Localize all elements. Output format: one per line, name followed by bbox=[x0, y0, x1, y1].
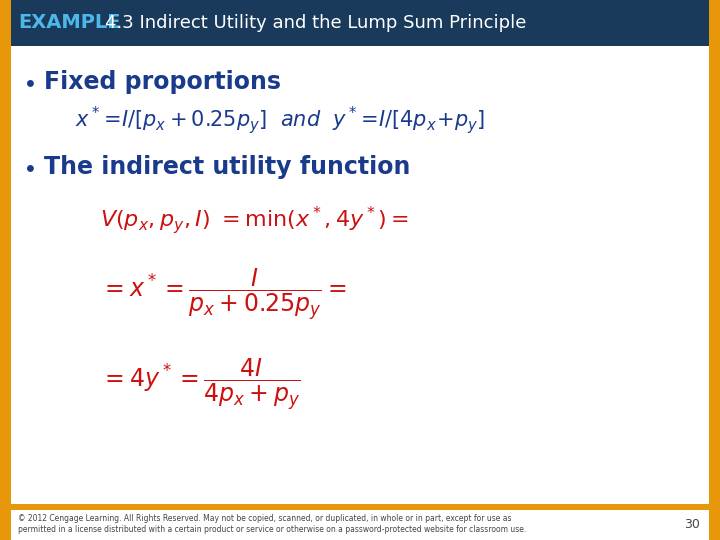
Text: $V(p_x, p_y, I) \ = \mathrm{min}(x^*, 4y^*) =$: $V(p_x, p_y, I) \ = \mathrm{min}(x^*, 4y… bbox=[100, 204, 409, 236]
FancyBboxPatch shape bbox=[0, 504, 720, 510]
Text: The indirect utility function: The indirect utility function bbox=[44, 155, 410, 179]
Text: 30: 30 bbox=[684, 517, 700, 530]
FancyBboxPatch shape bbox=[0, 0, 720, 46]
Text: $x^*\!=\!I/[p_x + 0.25p_y]$  and  $y^*\!=\!I/[4p_x\!+\!p_y]$: $x^*\!=\!I/[p_x + 0.25p_y]$ and $y^*\!=\… bbox=[75, 104, 485, 136]
Text: $\bullet$: $\bullet$ bbox=[22, 70, 35, 94]
FancyBboxPatch shape bbox=[0, 0, 11, 540]
Text: EXAMPLE: EXAMPLE bbox=[18, 14, 120, 32]
Text: $= x^* = \dfrac{I}{p_x + 0.25p_y} =$: $= x^* = \dfrac{I}{p_x + 0.25p_y} =$ bbox=[100, 267, 346, 323]
Text: $= 4y^* = \dfrac{4I}{4p_x + p_y}$: $= 4y^* = \dfrac{4I}{4p_x + p_y}$ bbox=[100, 357, 300, 413]
Text: 4.3 Indirect Utility and the Lump Sum Principle: 4.3 Indirect Utility and the Lump Sum Pr… bbox=[105, 14, 526, 32]
Text: © 2012 Cengage Learning. All Rights Reserved. May not be copied, scanned, or dup: © 2012 Cengage Learning. All Rights Rese… bbox=[18, 514, 526, 535]
FancyBboxPatch shape bbox=[709, 0, 720, 540]
Text: $\bullet$: $\bullet$ bbox=[22, 155, 35, 179]
Text: Fixed proportions: Fixed proportions bbox=[44, 70, 281, 94]
